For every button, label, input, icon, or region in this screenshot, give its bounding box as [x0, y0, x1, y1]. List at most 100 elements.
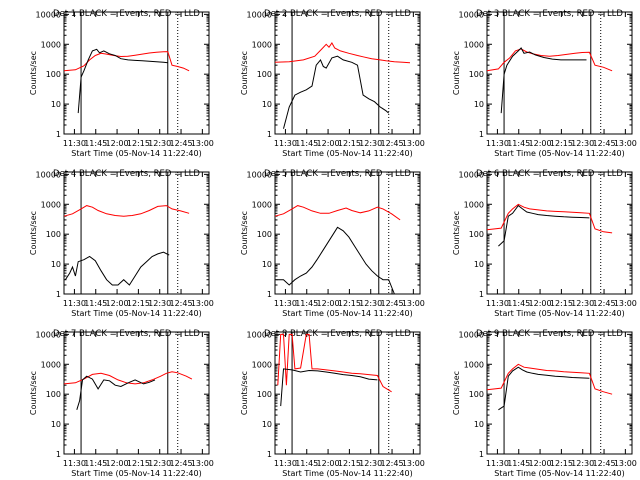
y-tick-label: 10: [262, 100, 272, 109]
x-tick-label: 12:15: [338, 139, 361, 148]
x-tick-label: 11:45: [295, 139, 318, 148]
x-tick-label: 11:45: [84, 139, 107, 148]
x-axis-label: Start Time (05-Nov-14 11:22:40): [282, 309, 412, 318]
x-tick-label: 12:45: [170, 299, 193, 308]
x-axis-label: Start Time (05-Nov-14 11:22:40): [282, 469, 412, 478]
x-tick-label: 12:15: [550, 459, 573, 468]
plot-frame: [486, 331, 633, 455]
y-tick-label: 1000: [464, 360, 484, 369]
y-tick-label: 100: [469, 230, 484, 239]
y-axis-label: Counts/sec: [29, 51, 38, 95]
x-tick-label: 12:00: [529, 459, 552, 468]
x-tick-label: 12:30: [359, 459, 382, 468]
x-tick-label: 11:30: [63, 459, 86, 468]
y-tick-label: 100: [46, 70, 61, 79]
x-tick-label: 11:30: [63, 139, 86, 148]
y-tick-label: 1: [267, 290, 272, 299]
y-axis-label: Counts/sec: [452, 211, 461, 255]
y-tick-label: 10000: [247, 170, 272, 179]
plot-frame: [63, 171, 210, 295]
y-tick-label: 1: [479, 130, 484, 139]
series-lld-line: [277, 333, 392, 393]
y-tick-label: 100: [46, 230, 61, 239]
y-tick-label: 100: [257, 70, 272, 79]
x-tick-label: 12:45: [381, 459, 404, 468]
x-tick-label: 12:45: [593, 299, 616, 308]
x-tick-label: 12:30: [148, 299, 171, 308]
x-tick-label: 11:45: [295, 299, 318, 308]
y-tick-label: 10: [474, 420, 484, 429]
x-tick-label: 13:00: [402, 459, 425, 468]
series-events-line: [76, 375, 156, 410]
x-tick-label: 12:00: [106, 459, 129, 468]
y-tick-label: 100: [469, 390, 484, 399]
y-tick-label: 1000: [41, 200, 61, 209]
x-tick-label: 13:00: [614, 139, 637, 148]
x-tick-label: 11:45: [295, 459, 318, 468]
plot-frame: [274, 171, 421, 295]
x-axis-label: Start Time (05-Nov-14 11:22:40): [71, 469, 201, 478]
x-tick-label: 11:30: [486, 459, 509, 468]
x-axis-label: Start Time (05-Nov-14 11:22:40): [494, 309, 624, 318]
y-tick-label: 10000: [247, 10, 272, 19]
x-tick-label: 12:45: [593, 139, 616, 148]
y-tick-label: 10: [51, 100, 61, 109]
y-tick-label: 10000: [459, 330, 484, 339]
x-tick-label: 11:45: [507, 299, 530, 308]
x-tick-label: 13:00: [402, 299, 425, 308]
x-tick-label: 12:15: [338, 299, 361, 308]
panel-title: Det 7 BLACK = Events, RED = LLD: [53, 329, 200, 339]
y-tick-label: 100: [469, 70, 484, 79]
panel-title: Det 1 BLACK = Events, RED = LLD: [53, 9, 200, 19]
plot-frame: [486, 171, 633, 295]
x-tick-label: 13:00: [191, 139, 214, 148]
plot-frame: [486, 11, 633, 135]
y-tick-label: 10: [51, 420, 61, 429]
x-axis-label: Start Time (05-Nov-14 11:22:40): [494, 149, 624, 158]
x-tick-label: 12:00: [529, 139, 552, 148]
series-events-line: [498, 204, 590, 247]
series-events-line: [276, 226, 395, 295]
panel-title: Det 4 BLACK = Events, RED = LLD: [53, 169, 200, 179]
y-tick-label: 10: [262, 260, 272, 269]
series-events-line: [77, 48, 168, 114]
y-tick-label: 1000: [252, 40, 272, 49]
series-lld-line: [63, 51, 190, 72]
x-tick-label: 13:00: [402, 139, 425, 148]
x-tick-label: 11:30: [274, 139, 297, 148]
y-tick-label: 10: [51, 260, 61, 269]
plot-frame: [63, 331, 210, 455]
x-tick-label: 12:15: [550, 299, 573, 308]
series-lld-line: [486, 48, 613, 72]
y-axis-label: Counts/sec: [240, 51, 249, 95]
x-tick-label: 11:30: [486, 299, 509, 308]
panel-title: Det 8 BLACK = Events, RED = LLD: [264, 329, 411, 339]
x-tick-label: 12:30: [359, 299, 382, 308]
series-events-line: [500, 47, 587, 114]
x-tick-label: 12:00: [317, 299, 340, 308]
panel-title: Det 2 BLACK = Events, RED = LLD: [264, 9, 411, 19]
x-tick-label: 12:15: [127, 459, 150, 468]
y-tick-label: 100: [46, 390, 61, 399]
x-tick-label: 12:45: [381, 139, 404, 148]
y-tick-label: 10000: [247, 330, 272, 339]
x-tick-label: 12:30: [148, 139, 171, 148]
series-events-line: [280, 368, 378, 407]
series-lld-line: [63, 371, 193, 385]
y-tick-label: 1000: [41, 40, 61, 49]
x-tick-label: 12:15: [338, 459, 361, 468]
series-lld-line: [486, 363, 613, 395]
x-tick-label: 12:00: [106, 139, 129, 148]
y-tick-label: 1000: [464, 40, 484, 49]
y-tick-label: 100: [257, 390, 272, 399]
plot-frame: [274, 331, 421, 455]
x-tick-label: 12:30: [571, 139, 594, 148]
x-tick-label: 11:30: [486, 139, 509, 148]
panel-title: Det 3 BLACK = Events, RED = LLD: [476, 9, 623, 19]
y-axis-label: Counts/sec: [240, 211, 249, 255]
x-tick-label: 11:45: [507, 139, 530, 148]
x-tick-label: 13:00: [191, 459, 214, 468]
x-tick-label: 12:45: [381, 299, 404, 308]
panel-title: Det 6 BLACK = Events, RED = LLD: [476, 169, 623, 179]
